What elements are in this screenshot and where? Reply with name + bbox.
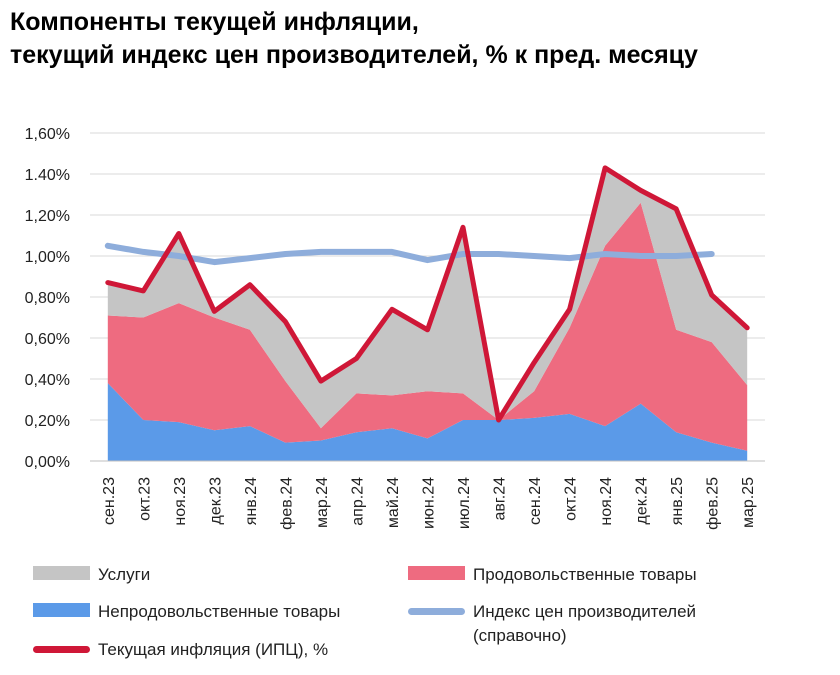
cpi-line (105, 165, 750, 423)
chart-title: Компоненты текущей инфляции, текущий инд… (10, 6, 698, 72)
chart-title-line-2: текущий индекс цен производителей, % к п… (10, 41, 698, 69)
x-tick-label: апр.24 (349, 477, 366, 526)
x-tick-label: июн.24 (421, 477, 438, 529)
x-tick-label: авг.24 (492, 477, 509, 521)
x-tick-label: янв.24 (243, 477, 260, 525)
legend-item-cpi: Текущая инфляция (ИПЦ), % (33, 638, 328, 662)
legend-label-ppi: Индекс цен производителей (справочно) (473, 600, 696, 648)
x-tick-label: сен.23 (101, 477, 118, 525)
legend-swatch-nonfood (33, 603, 90, 617)
ppi-line (104, 242, 715, 266)
legend-item-services: Услуги (33, 563, 150, 587)
y-tick-label: 0,80% (25, 290, 70, 307)
legend-label-services: Услуги (98, 565, 151, 584)
x-tick-label: фев.25 (705, 477, 722, 530)
legend-item-nonfood: Непродовольственные товары (33, 600, 340, 624)
legend-label-ppi-line-2: (справочно) (473, 626, 567, 645)
inflation-chart: 0,00% 0,20% 0,40% 0,60% 0,80% 1,00% 1,20% 1.40%… (25, 126, 765, 530)
y-tick-label: 0,00% (25, 454, 70, 471)
area-food (107, 202, 748, 451)
chart-title-line-1: Компоненты текущей инфляции, (10, 8, 419, 36)
x-tick-label: окт.24 (563, 477, 580, 521)
x-tick-label: июл.24 (456, 477, 473, 529)
legend-label-nonfood: Непродовольственные товары (98, 602, 341, 621)
x-tick-label: дек.23 (207, 477, 224, 525)
x-tick-label: май.24 (385, 477, 402, 528)
y-tick-label: 0,40% (25, 372, 70, 389)
x-tick-label: мар.24 (314, 477, 331, 528)
legend-label-food: Продовольственные товары (473, 565, 697, 584)
legend-label-cpi: Текущая инфляция (ИПЦ), % (98, 640, 329, 659)
legend-swatch-food (408, 566, 465, 580)
legend-item-food: Продовольственные товары (408, 563, 697, 587)
x-tick-label: янв.25 (669, 477, 686, 525)
legend-swatch-cpi (33, 646, 90, 653)
y-tick-label: 0,20% (25, 413, 70, 430)
x-tick-label: мар.25 (740, 477, 757, 528)
legend-item-ppi: Индекс цен производителей (справочно) (408, 600, 696, 648)
legend-label-ppi-line-1: Индекс цен производителей (473, 602, 697, 621)
x-tick-label: ноя.23 (172, 477, 189, 526)
x-tick-label: окт.23 (136, 477, 153, 521)
legend-swatch-services (33, 566, 90, 580)
y-tick-label: 1,00% (25, 249, 70, 266)
x-tick-label: фев.24 (278, 477, 295, 530)
x-tick-label: сен.24 (527, 477, 544, 525)
x-tick-label: ноя.24 (598, 477, 615, 526)
y-tick-label: 1,20% (25, 208, 70, 225)
area-nonfood (107, 383, 748, 461)
y-tick-label: 1,60% (25, 126, 70, 143)
y-tick-label: 1.40% (25, 167, 70, 184)
x-tick-label: дек.24 (634, 477, 651, 525)
legend-swatch-ppi (408, 608, 465, 615)
y-tick-label: 0,60% (25, 331, 70, 348)
